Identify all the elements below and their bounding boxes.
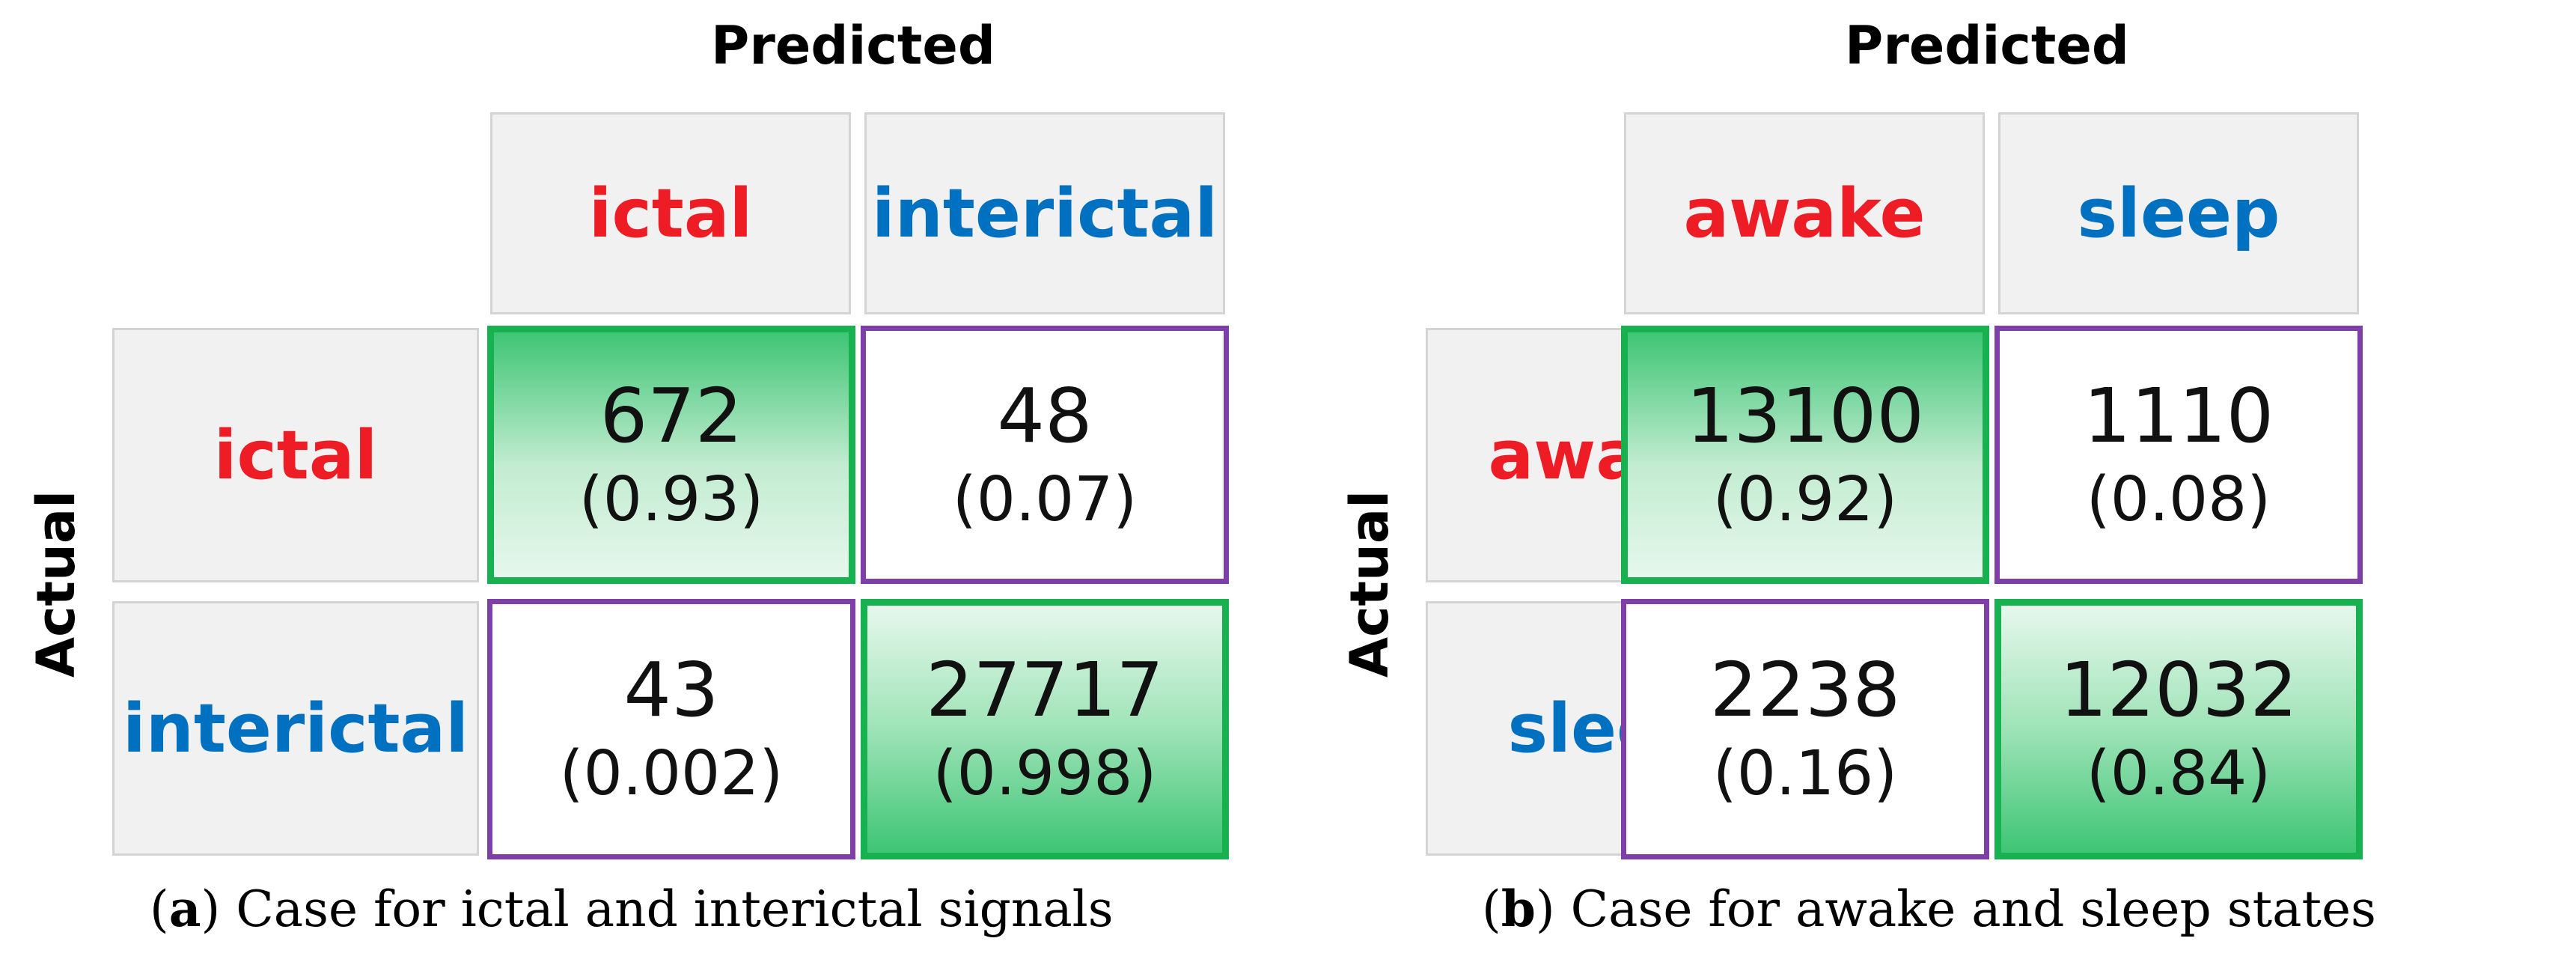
actual-axis-title: Actual xyxy=(25,490,87,678)
false-positive-cell: 2238 (0.16) xyxy=(1621,599,1989,859)
cell-ratio: (0.08) xyxy=(2086,463,2271,535)
actual-label-interictal: interictal xyxy=(112,601,479,856)
caption-b: (b) Case for awake and sleep states xyxy=(1482,880,2376,938)
cell-count: 13100 xyxy=(1685,371,1925,460)
actual-label-ictal: ictal xyxy=(112,328,479,582)
true-positive-cell: 13100 (0.92) xyxy=(1621,326,1989,584)
cell-count: 12032 xyxy=(2059,646,2298,734)
cell-count: 1110 xyxy=(2083,371,2274,460)
caption-text: Case for ictal and interictal signals xyxy=(220,880,1114,938)
cell-count: 27717 xyxy=(925,646,1165,734)
confusion-matrix-a: Predicted Actual ictal interictal ictal … xyxy=(0,0,1287,968)
confusion-matrix-b: Predicted Actual awake sleep awake sleep… xyxy=(1313,0,2576,968)
caption-a: (a) Case for ictal and interictal signal… xyxy=(150,880,1114,938)
actual-axis-title: Actual xyxy=(1339,490,1400,678)
predicted-label-awake: awake xyxy=(1624,112,1985,314)
caption-paren-close: ) xyxy=(201,880,221,938)
cell-ratio: (0.16) xyxy=(1712,738,1898,809)
predicted-axis-title: Predicted xyxy=(711,15,995,76)
true-negative-cell: 27717 (0.998) xyxy=(861,599,1229,859)
false-negative-cell: 48 (0.07) xyxy=(861,326,1229,584)
cell-ratio: (0.93) xyxy=(579,463,764,535)
cell-ratio: (0.998) xyxy=(933,738,1157,809)
caption-letter: b xyxy=(1501,880,1536,938)
cell-ratio: (0.07) xyxy=(952,463,1138,535)
cell-ratio: (0.92) xyxy=(1712,463,1898,535)
cell-ratio: (0.84) xyxy=(2086,738,2271,809)
cell-count: 2238 xyxy=(1709,646,1901,734)
predicted-axis-title: Predicted xyxy=(1845,15,2129,76)
cell-count: 48 xyxy=(997,371,1093,460)
false-positive-cell: 43 (0.002) xyxy=(487,599,855,859)
predicted-label-interictal: interictal xyxy=(864,112,1225,314)
false-negative-cell: 1110 (0.08) xyxy=(1994,326,2363,584)
true-positive-cell: 672 (0.93) xyxy=(487,326,855,584)
caption-paren-open: ( xyxy=(1482,880,1501,938)
cell-count: 672 xyxy=(599,371,743,460)
cell-count: 43 xyxy=(623,646,719,734)
caption-paren-open: ( xyxy=(150,880,169,938)
predicted-label-ictal: ictal xyxy=(490,112,851,314)
caption-text: Case for awake and sleep states xyxy=(1554,880,2376,938)
caption-letter: a xyxy=(168,880,201,938)
predicted-label-sleep: sleep xyxy=(1998,112,2359,314)
caption-paren-close: ) xyxy=(1535,880,1555,938)
true-negative-cell: 12032 (0.84) xyxy=(1994,599,2363,859)
cell-ratio: (0.002) xyxy=(559,738,784,809)
